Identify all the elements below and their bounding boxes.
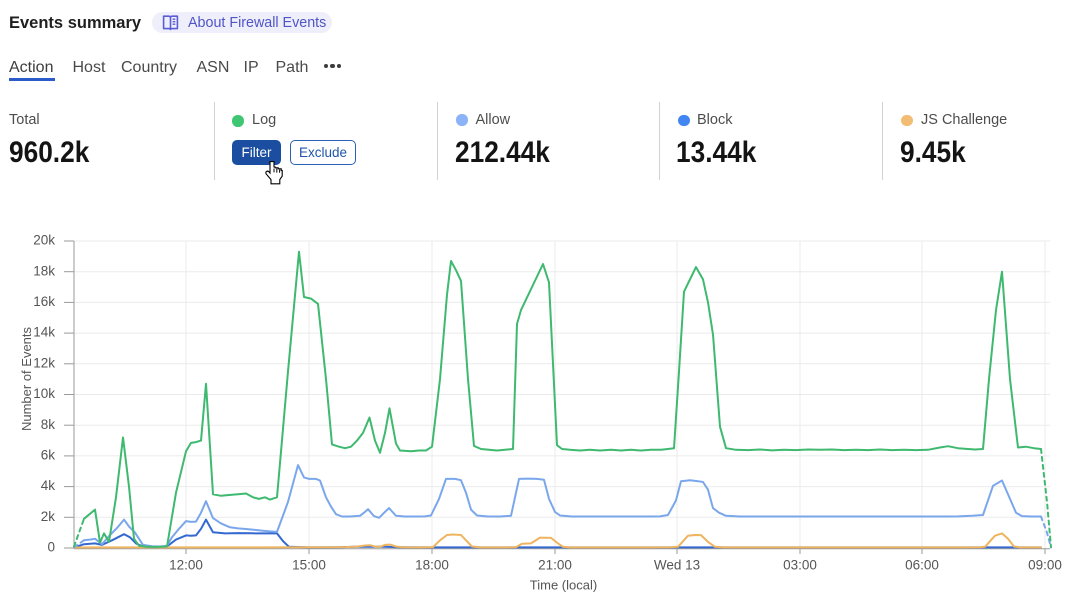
svg-text:18:00: 18:00 [415,558,449,573]
svg-text:12k: 12k [33,355,55,370]
svg-text:06:00: 06:00 [905,558,939,573]
svg-text:4k: 4k [41,478,56,493]
svg-text:21:00: 21:00 [538,558,572,573]
svg-text:15:00: 15:00 [292,558,326,573]
svg-text:18k: 18k [33,263,55,278]
svg-text:8k: 8k [41,417,56,432]
svg-text:09:00: 09:00 [1028,558,1062,573]
svg-text:20k: 20k [33,233,55,248]
svg-text:10k: 10k [33,386,55,401]
svg-text:Time (local): Time (local) [530,578,597,593]
svg-text:14k: 14k [33,325,55,340]
svg-text:0: 0 [47,540,55,555]
svg-text:6k: 6k [41,448,56,463]
svg-text:Wed 13: Wed 13 [654,558,700,573]
svg-text:12:00: 12:00 [169,558,203,573]
svg-text:Number of Events: Number of Events [19,326,34,431]
svg-text:2k: 2k [41,509,56,524]
svg-text:16k: 16k [33,294,55,309]
svg-text:03:00: 03:00 [783,558,817,573]
